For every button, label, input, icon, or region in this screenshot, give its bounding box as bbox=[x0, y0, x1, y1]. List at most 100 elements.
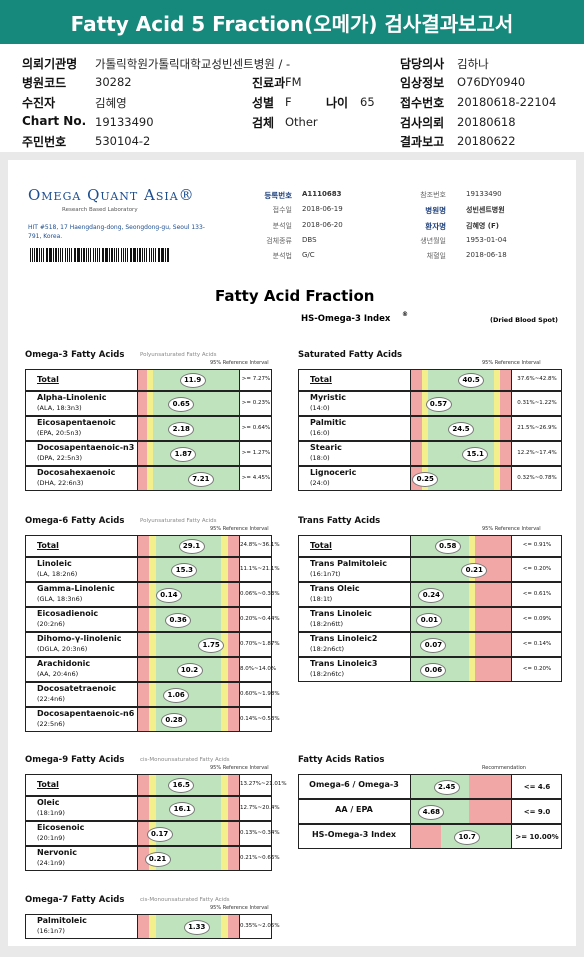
row-subname: (24:1n9) bbox=[37, 859, 65, 867]
gauge-zone bbox=[137, 708, 150, 731]
gauge-zone bbox=[221, 558, 228, 581]
row-reference: 12.7%~20.4% bbox=[240, 804, 280, 811]
gauge-zone bbox=[149, 633, 156, 656]
barcode-bar bbox=[106, 248, 108, 262]
gauge-zone bbox=[155, 847, 222, 870]
field-label: 채혈일 bbox=[426, 252, 446, 260]
panel-subtitle: Polyunsaturated Fatty Acids bbox=[140, 518, 217, 524]
gauge-zone bbox=[149, 708, 156, 731]
gauge-zone bbox=[499, 392, 512, 415]
row-name: Omega-6 / Omega-3 bbox=[309, 780, 399, 789]
field-label: 병원명 bbox=[425, 206, 446, 215]
panel-title: Omega-6 Fatty Acids bbox=[25, 516, 125, 526]
lab-address: HIT #518, 17 Haengdang-dong, Seongdong-g… bbox=[28, 224, 205, 240]
row-reference: >= 0.23% bbox=[241, 399, 271, 406]
value-marker: 16.1 bbox=[169, 801, 196, 817]
gauge-zone bbox=[493, 370, 500, 390]
row-reference: <= 0.09% bbox=[522, 615, 552, 622]
gauge-border bbox=[137, 391, 240, 416]
gauge-zone bbox=[469, 633, 476, 656]
value-marker: 7.21 bbox=[187, 471, 214, 487]
row-name: Total bbox=[310, 375, 332, 384]
field-value: DBS bbox=[302, 236, 317, 244]
gauge-zone bbox=[149, 583, 156, 606]
field-value: A1110683 bbox=[302, 190, 342, 198]
gauge-border bbox=[137, 796, 240, 821]
info-label: 접수번호 bbox=[400, 96, 445, 110]
gauge-zone bbox=[493, 467, 500, 490]
info-label: 수진자 bbox=[22, 96, 56, 110]
row-subname: (24:0) bbox=[310, 479, 330, 487]
row-reference: >= 7.27% bbox=[241, 376, 271, 382]
row-subname: (EPA, 20:5n3) bbox=[37, 429, 82, 437]
row-reference: 13.27%~21.01% bbox=[240, 781, 287, 787]
gauge-border bbox=[410, 774, 512, 799]
gauge-zone bbox=[147, 467, 154, 490]
value-marker: 0.17 bbox=[146, 826, 173, 842]
barcode-bar bbox=[153, 248, 155, 262]
gauge-border bbox=[137, 707, 240, 732]
reference-header: 95% Reference Interval bbox=[482, 526, 541, 532]
sample-type: (Dried Blood Spot) bbox=[490, 316, 559, 324]
value-marker: 0.21 bbox=[144, 851, 171, 867]
barcode-bar bbox=[71, 248, 72, 262]
field-label: 검체종류 bbox=[266, 237, 292, 245]
gauge-zone bbox=[469, 775, 512, 798]
barcode-bar bbox=[142, 248, 143, 262]
gauge-zone bbox=[227, 797, 240, 820]
gauge-zone bbox=[137, 797, 150, 820]
barcode-bar bbox=[69, 248, 71, 262]
gauge-zone bbox=[227, 708, 240, 731]
gauge-zone bbox=[227, 775, 240, 795]
row-reference: 0.21%~0.66% bbox=[240, 854, 280, 861]
row-subname: (LA, 18:2n6) bbox=[37, 570, 78, 578]
barcode-bar bbox=[95, 248, 97, 262]
barcode-bar bbox=[151, 248, 153, 262]
field-value: 성빈센트병원 bbox=[466, 206, 505, 214]
barcode-bar bbox=[162, 248, 164, 262]
info-label: 병원코드 bbox=[22, 76, 67, 90]
info-label: 담당의사 bbox=[400, 57, 445, 71]
row-name: Palmitoleic bbox=[37, 916, 87, 925]
barcode-bar bbox=[31, 248, 33, 262]
info-value: 65 bbox=[360, 95, 375, 109]
gauge-zone bbox=[221, 847, 228, 870]
row-name: Docosahexaenoic bbox=[37, 468, 116, 477]
row-reference: >= 1.27% bbox=[241, 449, 271, 456]
barcode-bar bbox=[139, 248, 142, 262]
gauge-border bbox=[137, 774, 240, 796]
value-marker: 0.06 bbox=[420, 662, 447, 678]
gauge-zone bbox=[147, 442, 154, 465]
row-reference: >= 10.00% bbox=[515, 832, 559, 841]
value-marker: 0.57 bbox=[425, 396, 452, 412]
gauge-zone bbox=[137, 442, 148, 465]
row-subname: (18:1t) bbox=[310, 595, 333, 603]
report-title: Fatty Acid Fraction bbox=[215, 287, 375, 305]
panel-subtitle: Polyunsaturated Fatty Acids bbox=[140, 352, 217, 358]
row-name: Total bbox=[37, 375, 59, 384]
row-name: Gamma-Linolenic bbox=[37, 584, 115, 593]
gauge-border bbox=[137, 557, 240, 582]
gauge-zone bbox=[149, 658, 156, 681]
gauge-zone bbox=[475, 558, 512, 581]
row-reference: >= 4.45% bbox=[241, 474, 271, 481]
info-value: Other bbox=[285, 115, 318, 129]
gauge-zone bbox=[227, 658, 240, 681]
value-marker: 24.5 bbox=[447, 421, 474, 437]
value-marker: 2.18 bbox=[168, 421, 195, 437]
row-reference: 0.20%~0.44% bbox=[240, 615, 280, 622]
gauge-zone bbox=[422, 392, 429, 415]
barcode-bar bbox=[45, 248, 48, 262]
info-value: O76DY0940 bbox=[457, 75, 526, 89]
panel-title: Saturated Fatty Acids bbox=[298, 350, 403, 360]
barcode-bar bbox=[55, 248, 58, 262]
gauge-zone bbox=[137, 633, 150, 656]
gauge-zone bbox=[221, 775, 228, 795]
row-reference: 0.60%~1.98% bbox=[240, 690, 280, 697]
row-name: Total bbox=[310, 541, 332, 550]
barcode-bar bbox=[164, 248, 166, 262]
row-subname: (16:1n7) bbox=[37, 927, 65, 935]
barcode-bar bbox=[40, 248, 43, 262]
row-subname: (18:2n6tc) bbox=[310, 670, 345, 678]
